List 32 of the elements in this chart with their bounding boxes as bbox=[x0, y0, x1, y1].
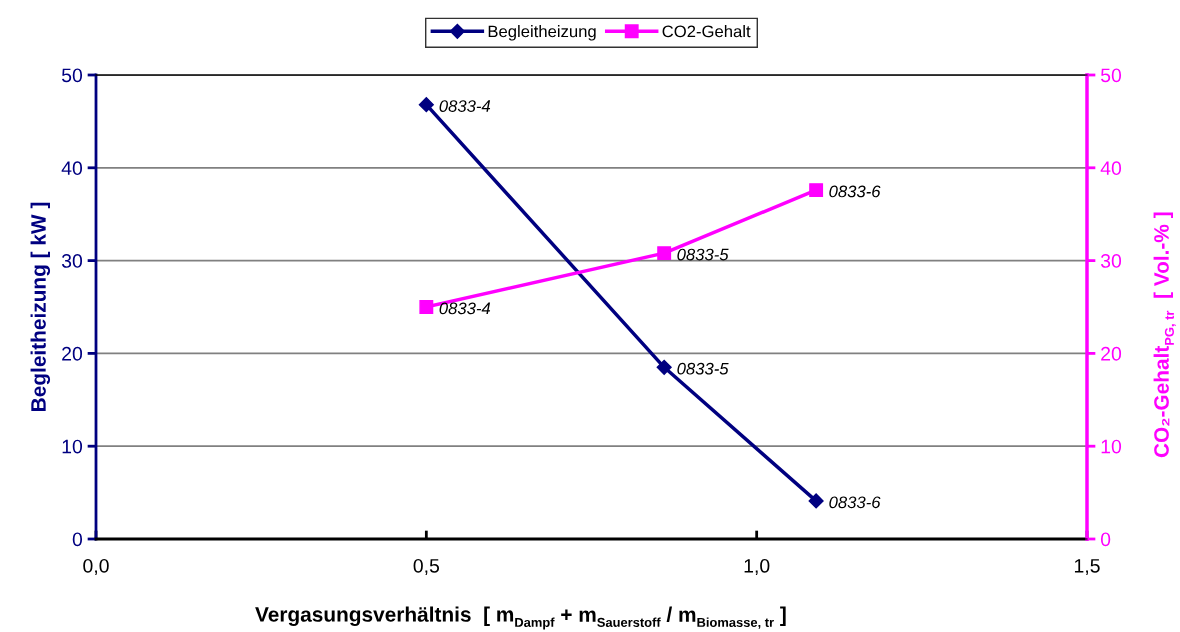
y2-tick-label: 20 bbox=[1101, 346, 1122, 361]
y-tick-label: 0 bbox=[72, 532, 83, 547]
point bbox=[656, 359, 672, 375]
y-tick-label: 50 bbox=[61, 68, 83, 83]
legend-label: Begleitheizung bbox=[488, 25, 596, 41]
y-tick-label: 40 bbox=[61, 161, 83, 176]
point bbox=[808, 493, 824, 509]
annotation: 0833-6 bbox=[829, 185, 881, 198]
point bbox=[419, 300, 434, 314]
y2-tick-label: 0 bbox=[1100, 532, 1111, 547]
annotation: 0833-4 bbox=[439, 100, 491, 112]
y2-tick-label: 50 bbox=[1100, 68, 1122, 83]
x-tick-label: 0,5 bbox=[413, 558, 440, 576]
annotation: 0833-6 bbox=[829, 496, 881, 509]
x-tick-label: 1,0 bbox=[744, 558, 770, 576]
y-tick-label: 30 bbox=[61, 254, 83, 268]
annotation: 0833-5 bbox=[677, 362, 729, 375]
y2-axis-title: CO₂-GehaltPG, tr [ Vol.-% ] bbox=[1153, 212, 1176, 458]
annotation: 0833-4 bbox=[439, 302, 491, 315]
point bbox=[418, 97, 434, 113]
legend-label: CO2-Gehalt bbox=[662, 25, 751, 38]
y-tick-label: 20 bbox=[62, 346, 83, 361]
y2-tick-label: 40 bbox=[1100, 161, 1122, 176]
x-tick-label: 0,0 bbox=[83, 558, 109, 576]
x-tick-label: 1,5 bbox=[1074, 559, 1100, 576]
annotation: 0833-5 bbox=[677, 248, 729, 261]
point bbox=[809, 183, 824, 198]
y2-tick-label: 30 bbox=[1100, 254, 1122, 268]
point bbox=[657, 246, 672, 261]
y2-tick-label: 10 bbox=[1101, 439, 1122, 454]
y-axis-title: Begleitheizung [ kW ] bbox=[30, 202, 51, 411]
y-tick-label: 10 bbox=[62, 439, 83, 454]
